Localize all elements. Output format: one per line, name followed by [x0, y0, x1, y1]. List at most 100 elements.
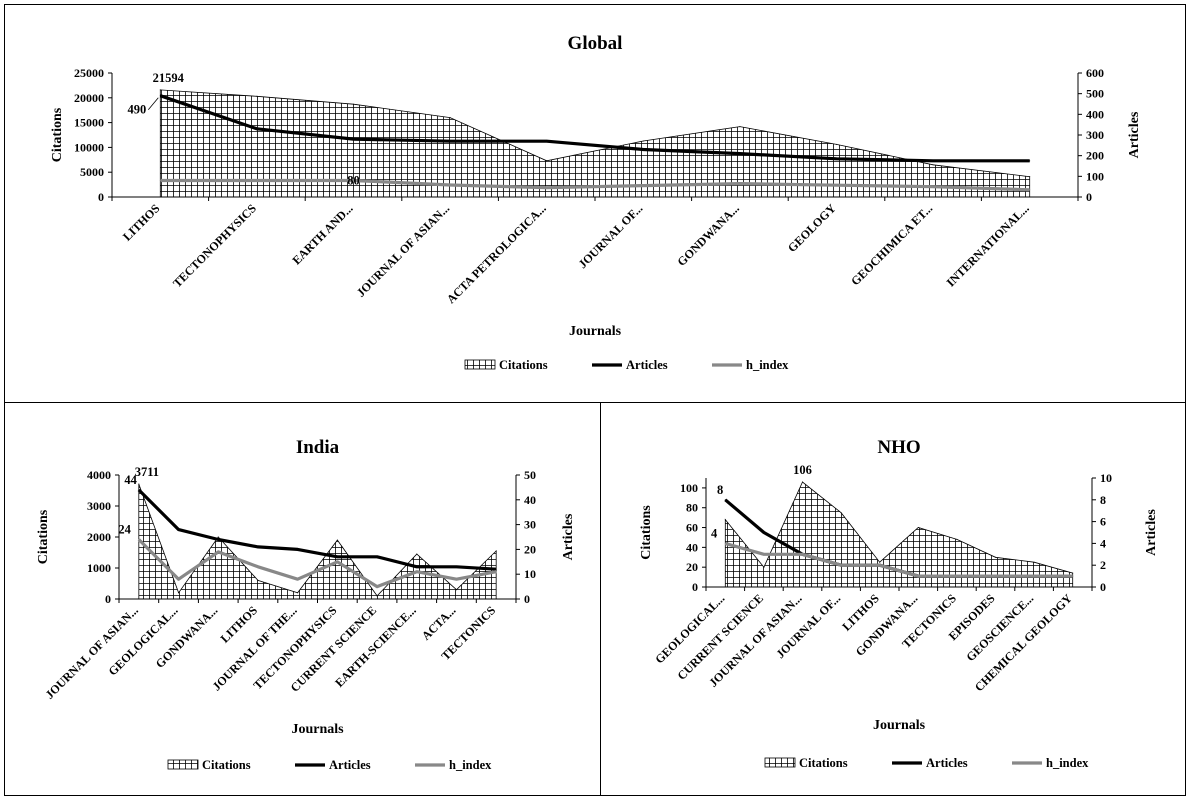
india-point-articles-3 — [257, 546, 259, 548]
india-point-citations-6 — [376, 595, 378, 597]
india-left-tick-0: 0 — [105, 592, 111, 606]
nho-point-articles-0 — [724, 499, 726, 501]
global-legend-label-citations: Citations — [499, 358, 548, 372]
global-x-axis-label: Journals — [569, 324, 622, 339]
nho-legend-label-h-index: h_index — [1046, 756, 1089, 770]
india-data-label-h-index-0: 24 — [118, 522, 131, 536]
india-right-tick-40: 40 — [524, 493, 536, 507]
nho-point-articles-1 — [763, 532, 765, 533]
nho-point-h-index-6 — [956, 575, 958, 577]
global-data-label-h-index-2: 80 — [347, 173, 360, 187]
india-point-articles-6 — [376, 556, 378, 558]
global-left-tick-20000: 20000 — [74, 91, 104, 105]
nho-point-h-index-8 — [1033, 575, 1035, 577]
nho-point-citations-0 — [724, 519, 726, 521]
global-right-tick-100: 100 — [1086, 169, 1104, 183]
india-point-h-index-9 — [495, 571, 497, 573]
global-point-h-index-0 — [159, 179, 161, 181]
nho-point-h-index-3 — [840, 564, 842, 566]
nho-left-tick-0: 0 — [692, 580, 698, 594]
india-point-h-index-7 — [416, 571, 418, 573]
india-chart: India0100020003000400001020304050JOURNAL… — [36, 437, 576, 772]
global-right-tick-0: 0 — [1086, 190, 1092, 204]
india-point-h-index-8 — [455, 578, 457, 580]
india-point-citations-1 — [178, 592, 180, 594]
global-legend-label-articles: Articles — [626, 358, 668, 372]
india-right-tick-20: 20 — [524, 542, 536, 556]
global-point-h-index-6 — [739, 183, 741, 185]
global-left-tick-15000: 15000 — [74, 116, 104, 130]
global-point-h-index-2 — [353, 179, 354, 181]
global-series-h-index-line — [160, 178, 1030, 192]
india-x-tick-8: ACTA... — [419, 603, 459, 643]
india-point-citations-2 — [217, 536, 219, 538]
nho-point-h-index-4 — [879, 564, 881, 566]
india-series-citations-area — [138, 483, 497, 600]
global-x-tick-6: GONDWANA... — [674, 201, 742, 269]
global-point-citations-4 — [546, 160, 548, 162]
nho-y-axis-label: Citations — [639, 505, 654, 560]
india-series-articles-line — [137, 488, 497, 571]
nho-point-citations-4 — [879, 561, 881, 563]
india-data-label-articles-0: 44 — [124, 473, 137, 487]
india-left-tick-4000: 4000 — [87, 468, 111, 482]
india-point-h-index-2 — [217, 551, 219, 553]
global-series-articles-line — [159, 94, 1030, 163]
india-point-citations-3 — [257, 579, 259, 581]
global-point-citations-9 — [1029, 176, 1031, 178]
nho-point-citations-1 — [763, 566, 765, 568]
india-legend-label-h-index: h_index — [449, 758, 492, 772]
global-right-tick-300: 300 — [1086, 128, 1104, 142]
nho-x-tick-8: GEOSCIENCE... — [963, 591, 1036, 664]
nho-point-citations-2 — [802, 481, 803, 483]
global-x-tick-3: JOURNAL OF ASIAN... — [354, 201, 452, 299]
global-legend-swatch-citations — [464, 359, 496, 370]
global-data-label-citations-0: 21594 — [153, 71, 185, 85]
india-point-articles-0 — [138, 489, 140, 491]
global-x-tick-0: LITHOS — [120, 201, 163, 244]
india-point-articles-9 — [495, 568, 497, 570]
india-point-citations-8 — [455, 589, 457, 591]
india-legend-label-citations: Citations — [202, 758, 251, 772]
global-x-tick-1: TECTONOPHYSICS — [170, 201, 259, 290]
india-legend-swatch-citations — [167, 759, 199, 770]
nho-data-label-articles-0: 8 — [717, 483, 723, 497]
india-point-articles-4 — [297, 548, 299, 550]
nho-chart-panel: NHO 0 20 40 60 80 100 0 2 4 6 8 10 GEOLOGICAL... CURRE… — [600, 402, 1186, 796]
global-point-citations-6 — [739, 126, 741, 128]
nho-right-tick-10: 10 — [1100, 471, 1112, 485]
global-left-tick-25000: 25000 — [74, 66, 104, 80]
global-x-tick-5: JOURNAL OF... — [575, 201, 645, 271]
india-point-h-index-4 — [297, 578, 299, 580]
global-point-citations-8 — [932, 164, 934, 166]
nho-point-h-index-9 — [1072, 575, 1074, 577]
nho-chart: NHO0204060801000246810GEOLOGICAL...CURRE… — [639, 437, 1159, 770]
global-point-articles-0 — [159, 95, 161, 97]
india-point-citations-0 — [138, 483, 140, 485]
global-y-axis-label: Citations — [50, 107, 65, 162]
global-point-articles-7 — [836, 158, 837, 160]
global-point-citations-2 — [353, 103, 354, 105]
nho-point-h-index-2 — [802, 553, 803, 555]
global-left-tick-10000: 10000 — [74, 140, 104, 154]
global-point-articles-8 — [932, 160, 934, 162]
global-point-h-index-8 — [932, 186, 934, 188]
global-right-tick-600: 600 — [1086, 66, 1104, 80]
global-point-h-index-3 — [449, 184, 451, 186]
nho-legend-label-articles: Articles — [926, 756, 968, 770]
nho-data-label-citations-2: 106 — [793, 463, 812, 477]
india-point-articles-7 — [416, 566, 418, 568]
global-data-label-articles-0: 490 — [128, 103, 147, 117]
india-chart-panel: India 0 1000 2000 3000 4000 0 10 20 30 40 50 JOURNAL… — [4, 402, 602, 796]
nho-right-tick-6: 6 — [1100, 515, 1106, 529]
india-point-citations-5 — [336, 539, 338, 541]
nho-point-citations-6 — [956, 538, 958, 540]
nho-x-axis-label: Journals — [873, 718, 926, 733]
india-point-h-index-0 — [138, 538, 140, 540]
global-chart: Global 0 5000 10000 15000 20000 25000 0 100 200 30… — [50, 33, 1142, 372]
india-left-tick-1000: 1000 — [87, 561, 111, 575]
global-left-tick-0: 0 — [98, 190, 104, 204]
india-y-axis-label: Citations — [36, 509, 51, 564]
nho-left-tick-80: 80 — [686, 501, 698, 515]
india-chart-title: India — [296, 437, 340, 458]
